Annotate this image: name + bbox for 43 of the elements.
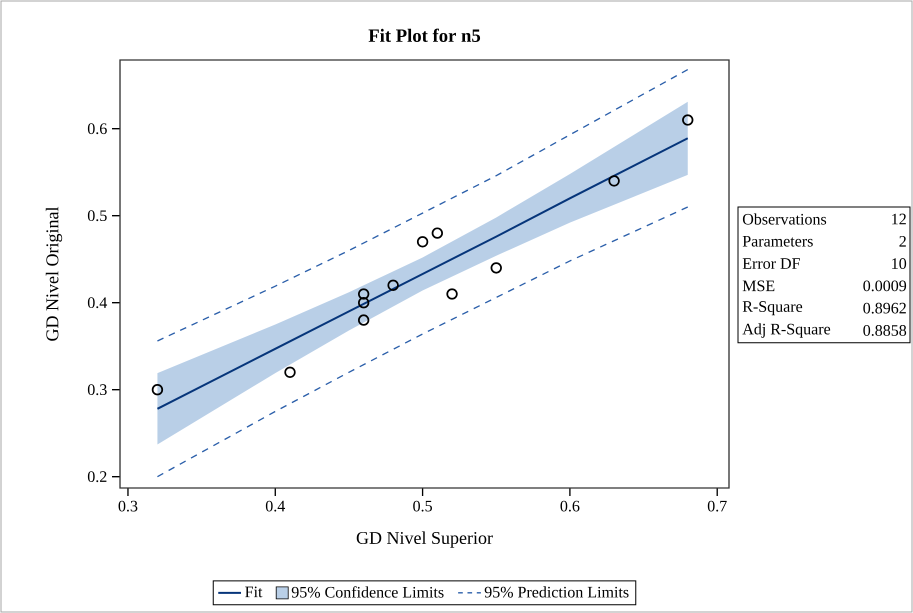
y-tick-label: 0.5: [88, 210, 107, 222]
point: [387, 280, 399, 291]
text: MSE: [742, 280, 774, 292]
point: [416, 236, 428, 248]
y-axis-title: GD Nivel Original: [46, 206, 62, 341]
y-tick-label: 0.6: [88, 123, 107, 134]
line-series: [156, 206, 688, 478]
text: Error DF: [742, 258, 800, 269]
text: 12: [892, 214, 906, 224]
point: [358, 297, 370, 308]
y-tick-label: 0.3: [88, 384, 107, 396]
text: R-Square: [742, 301, 802, 316]
chart-title: Fit Plot for n5: [368, 28, 480, 42]
x-tick-label: 0.6: [560, 500, 580, 512]
text: Observations: [742, 213, 826, 225]
point: [446, 288, 458, 300]
text: 0.8858: [863, 325, 906, 336]
x-tick-label: 0.5: [413, 500, 432, 512]
legend-label: Fit: [245, 586, 262, 598]
point: [284, 366, 296, 378]
text: 95% Confidence Limits: [292, 586, 444, 598]
legend-label: 95% Prediction Limits: [484, 586, 629, 598]
point: [432, 227, 443, 239]
point: [490, 262, 502, 274]
point: [608, 175, 620, 187]
line-series: [156, 68, 688, 342]
point: [682, 114, 694, 126]
x-tick-label: 0.7: [708, 500, 727, 512]
text: 10: [892, 258, 906, 269]
line-series: [156, 137, 689, 410]
text: 0.8962: [863, 302, 906, 314]
text: Adj R-Square: [742, 323, 830, 338]
point: [358, 288, 370, 300]
point: [152, 384, 164, 396]
point: [358, 314, 370, 326]
x-tick-label: 0.4: [266, 500, 286, 512]
y-tick-label: 0.4: [88, 297, 108, 308]
text: 2: [899, 236, 906, 247]
x-tick-label: 0.3: [118, 500, 138, 512]
text: Parameters: [742, 236, 813, 247]
x-axis-title: GD Nivel Superior: [356, 531, 493, 548]
text: 0.0009: [863, 280, 906, 292]
y-tick-label: 0.2: [88, 471, 106, 482]
